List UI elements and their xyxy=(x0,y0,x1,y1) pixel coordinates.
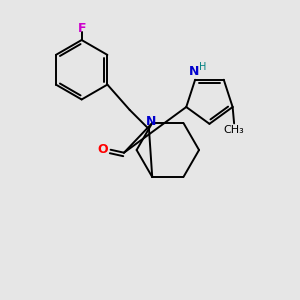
Text: F: F xyxy=(77,22,86,35)
Text: O: O xyxy=(97,142,108,156)
Text: H: H xyxy=(199,62,206,72)
Text: CH₃: CH₃ xyxy=(224,125,244,135)
Text: N: N xyxy=(146,115,156,128)
Text: N: N xyxy=(188,65,199,78)
